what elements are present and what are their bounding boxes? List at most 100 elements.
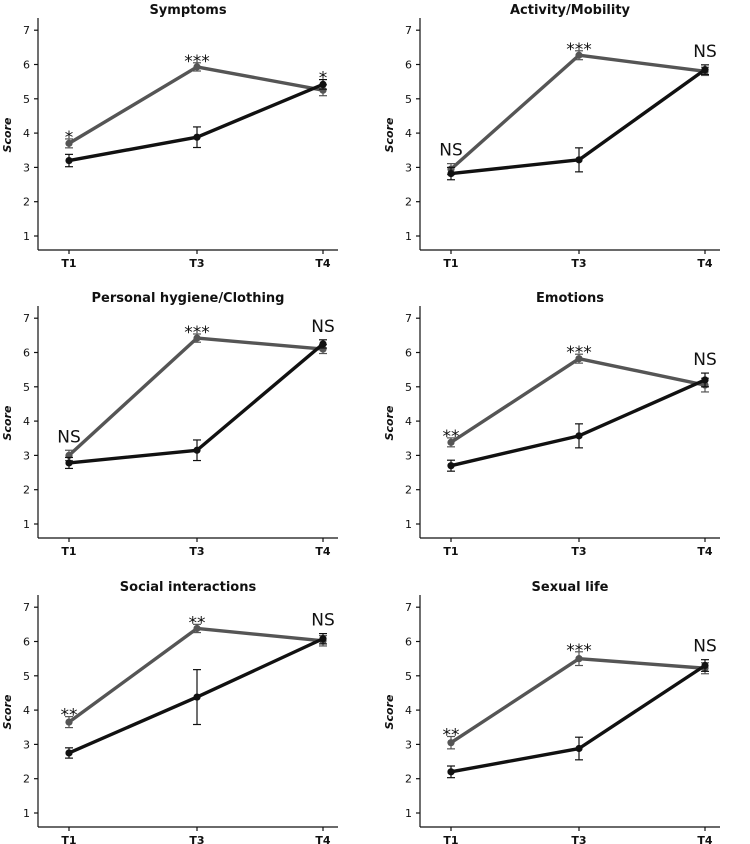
significance-label: *** (566, 343, 592, 363)
significance-label: ** (443, 726, 460, 746)
y-tick-label: 1 (23, 518, 30, 531)
y-tick-label: 4 (23, 415, 30, 428)
data-point (193, 334, 201, 342)
chart-panel-2: Activity/Mobility Score 1 2 3 4 5 6 7 T1 T3 T4 NS ***… (383, 3, 720, 270)
chart-title: Activity/Mobility (510, 3, 631, 18)
data-point (701, 661, 709, 670)
series-line (67, 342, 325, 465)
y-tick-label: 6 (23, 347, 30, 360)
data-point (65, 156, 73, 165)
y-tick-label: 7 (23, 601, 30, 614)
data-point (447, 462, 455, 470)
series-grey (447, 50, 709, 176)
series-line (449, 378, 707, 468)
significance-label: NS (693, 350, 717, 370)
x-tick-label: T3 (189, 545, 204, 558)
significance-label: *** (184, 323, 210, 343)
y-tick-label: 5 (23, 670, 30, 683)
y-axis-label: Score (383, 694, 396, 729)
y-tick-label: 2 (23, 484, 30, 497)
x-tick-label: T3 (571, 834, 586, 844)
y-tick-label: 6 (405, 347, 412, 360)
data-point (575, 744, 583, 753)
y-tick-label: 7 (405, 312, 412, 325)
data-point (447, 768, 455, 776)
chart-title: Sexual life (532, 580, 609, 595)
significance-label: * (319, 69, 328, 89)
x-tick-label: T4 (697, 257, 713, 270)
series-line (449, 356, 707, 445)
chart-panel-3: Personal hygiene/Clothing Score 1 2 3 4 5 6 7 T1 T… (1, 291, 338, 558)
data-point (193, 624, 201, 633)
chart-title: Personal hygiene/Clothing (92, 291, 285, 306)
y-tick-label: 6 (405, 636, 412, 649)
data-point (447, 438, 455, 446)
series-black (65, 633, 327, 759)
y-axis-label: Score (383, 405, 396, 440)
y-tick-label: 7 (405, 24, 412, 37)
x-tick-label: T1 (61, 257, 76, 270)
significance-label: ** (443, 427, 460, 447)
significance-label: NS (693, 42, 717, 62)
x-tick-label: T4 (697, 545, 713, 558)
x-tick-label: T4 (697, 834, 713, 844)
chart-title: Symptoms (149, 3, 226, 18)
y-tick-label: 3 (405, 738, 412, 751)
data-point (193, 693, 201, 701)
y-tick-label: 3 (23, 449, 30, 462)
data-point (193, 446, 201, 454)
significance-label: ** (61, 706, 78, 726)
data-point (319, 80, 327, 88)
significance-label: NS (311, 611, 335, 631)
significance-label: NS (311, 317, 335, 337)
y-tick-label: 4 (23, 704, 30, 717)
series-black (65, 78, 327, 168)
data-point (575, 432, 583, 440)
series-grey (447, 651, 709, 750)
x-tick-label: T1 (443, 257, 458, 270)
y-tick-label: 7 (405, 601, 412, 614)
y-tick-label: 3 (405, 161, 412, 174)
y-tick-label: 7 (23, 24, 30, 37)
data-point (701, 66, 709, 74)
y-axis-label: Score (383, 117, 396, 152)
data-point (701, 376, 709, 384)
y-tick-label: 5 (23, 381, 30, 394)
significance-label: *** (566, 641, 592, 661)
y-tick-label: 5 (23, 93, 30, 106)
y-tick-label: 4 (23, 127, 30, 140)
y-axis-label: Score (1, 694, 14, 729)
data-point (575, 355, 583, 363)
y-tick-label: 4 (405, 415, 412, 428)
y-tick-label: 1 (23, 230, 30, 243)
x-tick-label: T3 (571, 257, 586, 270)
series-line (67, 336, 325, 458)
series-grey (65, 62, 327, 149)
y-tick-label: 7 (23, 312, 30, 325)
y-axis-label: Score (1, 117, 14, 152)
series-black (447, 64, 709, 181)
x-tick-label: T3 (189, 834, 204, 844)
chart-title: Social interactions (120, 580, 257, 595)
series-line (449, 656, 707, 745)
y-tick-label: 3 (405, 449, 412, 462)
data-point (319, 86, 327, 94)
y-tick-label: 2 (405, 196, 412, 209)
y-tick-label: 2 (405, 484, 412, 497)
x-tick-label: T1 (61, 834, 76, 844)
significance-label: * (65, 128, 74, 148)
x-tick-label: T3 (571, 545, 586, 558)
y-tick-label: 1 (405, 807, 412, 820)
data-point (575, 655, 583, 663)
y-tick-label: 2 (405, 773, 412, 786)
significance-label: *** (184, 52, 210, 72)
series-black (65, 339, 327, 470)
significance-label: NS (693, 637, 717, 657)
series-grey (65, 333, 327, 462)
data-point (193, 63, 201, 71)
series-grey (65, 623, 327, 729)
y-tick-label: 2 (23, 196, 30, 209)
